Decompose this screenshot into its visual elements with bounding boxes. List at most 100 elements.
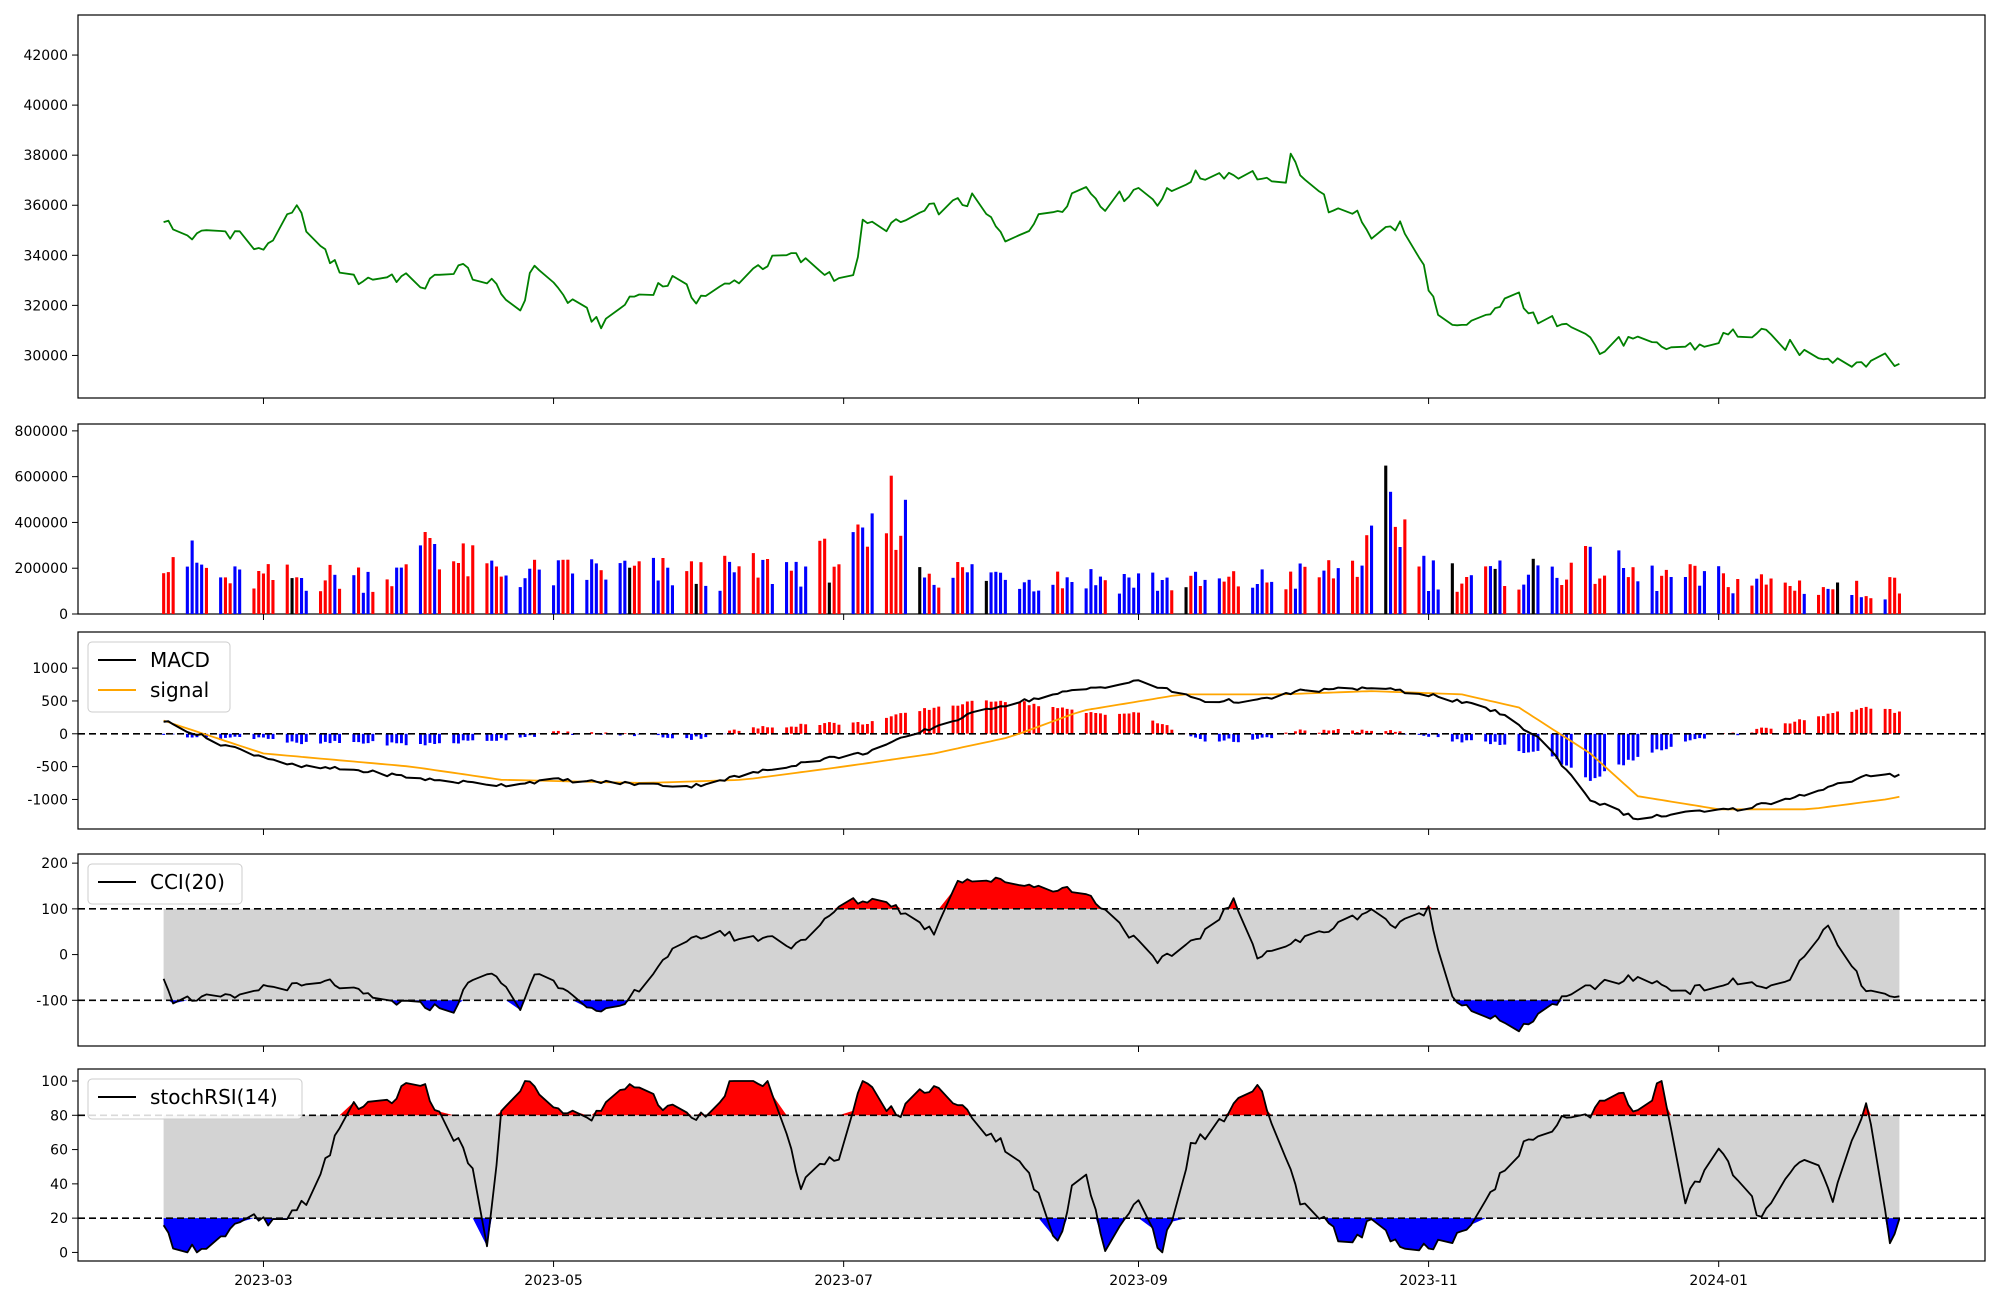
macd-histogram-bar xyxy=(1688,733,1692,741)
macd-histogram-bar xyxy=(1332,730,1335,734)
macd-histogram-bar xyxy=(623,733,627,734)
volume-bar xyxy=(770,584,774,614)
volume-bar xyxy=(899,535,903,614)
volume-bar xyxy=(1836,582,1840,614)
macd-histogram-bar xyxy=(1084,713,1088,734)
macd-frame xyxy=(77,631,1986,830)
volume-bar xyxy=(1465,577,1469,614)
volume-bar xyxy=(238,569,242,614)
macd-histogram-bar xyxy=(1788,723,1792,734)
volume-bar xyxy=(361,592,365,614)
volume-bar xyxy=(1065,577,1069,614)
volume-bar xyxy=(1027,579,1031,614)
macd-histogram-bar xyxy=(1465,733,1469,741)
macd-histogram-bar xyxy=(756,728,760,734)
volume-bar xyxy=(1203,579,1207,614)
volume-bar xyxy=(1569,562,1573,614)
macd-histogram-bar xyxy=(590,732,594,734)
macd-histogram-bar xyxy=(1598,733,1602,777)
macd-histogram-bar xyxy=(832,722,836,734)
macd-histogram-bar xyxy=(371,733,375,742)
macd-histogram-bar xyxy=(1769,728,1773,734)
volume-bar xyxy=(523,578,527,614)
volume-bar xyxy=(918,567,922,614)
macd-histogram-bar xyxy=(338,733,341,743)
volume-bar xyxy=(1156,590,1160,614)
macd-histogram-bar xyxy=(604,732,608,734)
volume-bar xyxy=(395,567,399,614)
volume-bar xyxy=(290,578,294,614)
macd-histogram-bar xyxy=(1132,712,1136,734)
volume-bar xyxy=(1098,576,1102,614)
volume-bar xyxy=(1603,575,1607,614)
macd-histogram-bar xyxy=(1194,733,1197,738)
volume-bar xyxy=(556,560,560,614)
volume-bar xyxy=(204,567,208,614)
volume-bar xyxy=(1127,577,1131,614)
volume-bar xyxy=(1517,589,1521,614)
volume-bar xyxy=(799,586,803,614)
macd-histogram-bar xyxy=(352,733,356,742)
macd-histogram-bar xyxy=(171,733,175,735)
macd-histogram-bar xyxy=(1664,733,1668,750)
volume-bar xyxy=(889,475,893,614)
volume-bar xyxy=(1022,582,1026,614)
macd-histogram-bar xyxy=(523,733,527,737)
macd-histogram-bar xyxy=(970,700,974,734)
volume-bar xyxy=(1655,591,1659,614)
volume-bar xyxy=(1298,563,1302,614)
volume-bar xyxy=(285,564,289,614)
macd-histogram-bar xyxy=(1831,713,1835,734)
volume-bar xyxy=(357,567,361,614)
volume-ytick-label: 600000 xyxy=(15,470,68,486)
volume-ytick-label: 400000 xyxy=(15,515,68,531)
volume-bar xyxy=(571,573,575,614)
stochrsi-ytick-label: 80 xyxy=(50,1108,68,1124)
macd-histogram-bar xyxy=(1322,729,1326,734)
volume-bar xyxy=(1398,547,1402,614)
macd-histogram-bar xyxy=(1631,733,1635,761)
volume-bar xyxy=(1565,579,1569,614)
volume-bar xyxy=(1365,535,1369,614)
cci-ytick-label: -100 xyxy=(36,993,68,1009)
macd-histogram-bar xyxy=(1455,733,1459,740)
volume-bar xyxy=(1393,526,1397,614)
volume-bar xyxy=(171,557,175,614)
macd-histogram-bar xyxy=(965,701,969,734)
volume-bar xyxy=(1750,585,1754,614)
volume-bar xyxy=(266,564,270,614)
volume-bar xyxy=(865,546,869,614)
macd-histogram-bar xyxy=(1018,702,1022,734)
volume-bar xyxy=(699,562,703,614)
volume-bar xyxy=(1593,583,1597,614)
macd-histogram-bar xyxy=(461,733,465,741)
volume-bar xyxy=(1693,565,1697,614)
volume-bar xyxy=(1422,555,1426,614)
volume-bar xyxy=(1160,580,1164,614)
macd-histogram-bar xyxy=(1588,733,1592,781)
volume-bar xyxy=(1450,563,1454,614)
volume-bar xyxy=(594,563,598,614)
volume-bar xyxy=(1531,558,1535,614)
volume-bar xyxy=(1103,580,1107,614)
volume-bar xyxy=(1759,574,1763,614)
price-ytick-label: 38000 xyxy=(23,148,68,164)
macd-histogram-bar xyxy=(571,733,575,735)
macd-histogram-bar xyxy=(1284,732,1288,734)
macd-histogram-bar xyxy=(1227,733,1231,739)
volume-bar xyxy=(1555,577,1559,614)
macd-histogram-bar xyxy=(1536,733,1540,751)
cci-band xyxy=(163,908,1900,1001)
volume-bar xyxy=(452,561,456,614)
volume-bar xyxy=(1151,572,1155,614)
macd-histogram-bar xyxy=(471,733,475,741)
volume-bar xyxy=(1636,581,1640,614)
volume-bar xyxy=(884,533,888,614)
macd-histogram-bar xyxy=(328,733,332,744)
volume-bar xyxy=(1631,567,1635,614)
macd-histogram-bar xyxy=(785,727,789,734)
macd-line xyxy=(163,679,1900,821)
macd-histogram-bar xyxy=(866,724,869,734)
macd-histogram-bar xyxy=(690,733,693,740)
macd-histogram-bar xyxy=(504,733,508,741)
